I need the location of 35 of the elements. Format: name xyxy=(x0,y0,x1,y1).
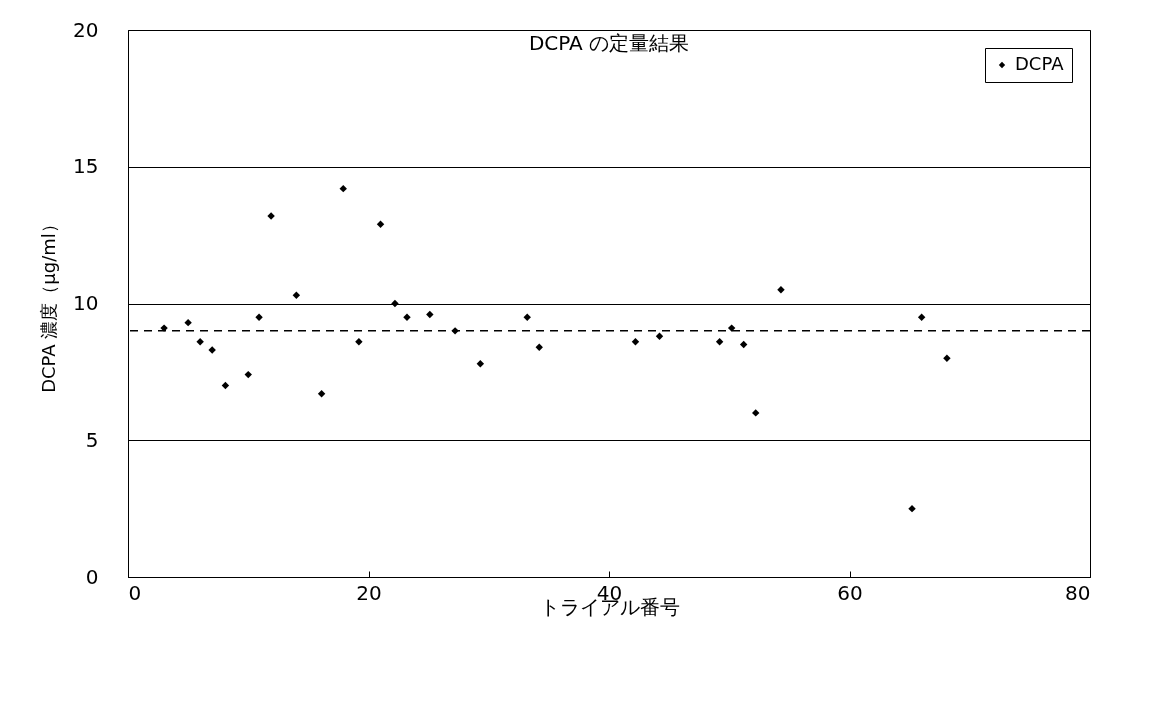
x-tick-label: 0 xyxy=(128,580,142,605)
point xyxy=(184,318,192,327)
point xyxy=(339,184,347,193)
point xyxy=(292,291,301,299)
legend-label: DCPA xyxy=(1015,53,1065,74)
point xyxy=(715,338,724,346)
y-axis-title: DCPA 濃度（μg/ml） xyxy=(38,215,60,393)
y-tick-label: 0 xyxy=(85,564,99,589)
point xyxy=(476,359,485,368)
y-tick-label: 15 xyxy=(73,154,99,179)
y-tick-label: 20 xyxy=(73,17,99,42)
point xyxy=(426,310,434,319)
point xyxy=(523,313,531,321)
x-tick-label: 80 xyxy=(1065,580,1091,605)
point xyxy=(244,370,252,379)
point xyxy=(943,354,951,362)
point xyxy=(376,220,385,228)
point xyxy=(917,313,926,321)
point xyxy=(535,343,543,351)
x-tick-label: 60 xyxy=(837,580,863,605)
point xyxy=(727,324,736,332)
point xyxy=(739,340,748,349)
point xyxy=(655,332,664,341)
point xyxy=(317,390,326,398)
point xyxy=(908,504,916,513)
point xyxy=(221,381,230,390)
point xyxy=(631,338,640,346)
chart-title: DCPA の定量結果 xyxy=(528,31,690,55)
point xyxy=(752,409,760,417)
y-tick-label: 10 xyxy=(73,291,99,315)
x-tick-label: 20 xyxy=(356,580,382,605)
point xyxy=(391,299,399,308)
point xyxy=(355,338,363,346)
y-tick-label: 5 xyxy=(85,427,99,452)
point xyxy=(196,338,204,346)
